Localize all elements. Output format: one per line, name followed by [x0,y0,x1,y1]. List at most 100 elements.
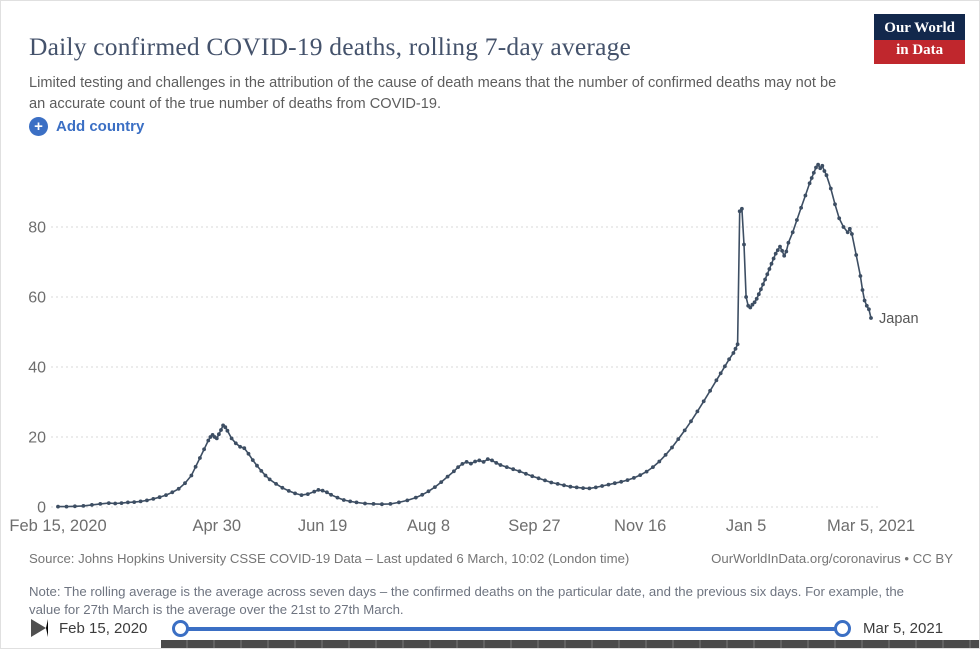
data-point [718,371,723,376]
add-country-label: Add country [56,118,145,135]
data-point [138,499,143,504]
data-point [151,497,156,501]
data-point [638,473,643,477]
note-text: Note: The rolling average is the average… [29,584,905,617]
timeline-slider-track[interactable] [180,627,842,631]
data-point [543,478,547,483]
x-tick-label: Jun 19 [298,517,348,535]
data-point [759,287,763,292]
source-link[interactable]: OurWorldInData.org/coronavirus • CC BY [711,551,953,566]
data-point [771,256,776,261]
data-point [132,500,137,504]
data-point [413,495,418,500]
data-point [752,300,757,305]
data-point [217,432,221,437]
line-chart[interactable]: 0 20 40 60 80 Feb 15, 2020 Apr 30 Jun 19 Aug 8 Se… [1,147,980,547]
x-tick-label: Nov 16 [614,517,666,535]
data-point [833,202,837,207]
data-point [464,460,469,464]
data-point [202,447,207,452]
data-point [625,478,630,482]
data-point [229,436,234,441]
data-point [225,428,230,433]
data-point [81,504,86,508]
data-point [426,489,431,494]
data-point [320,488,325,493]
data-point [445,474,450,479]
data-point [682,428,687,433]
data-point [574,485,579,490]
data-point [809,176,814,180]
x-tick-label: Apr 30 [192,517,241,535]
data-point [189,473,194,478]
data-point [170,490,175,495]
data-point [742,242,746,247]
data-point [814,165,818,170]
data-point [816,162,820,167]
data-point [485,457,490,461]
data-point [562,483,566,488]
data-point [176,486,181,491]
data-point [299,493,304,497]
data-point [676,437,681,441]
play-icon[interactable] [31,619,48,637]
data-point [363,501,367,506]
data-point [473,459,477,464]
data-point [371,502,376,506]
data-point [822,169,827,173]
data-point [733,346,738,351]
data-point [460,462,465,466]
data-point [737,209,742,214]
data-point [113,501,118,506]
data-point [850,232,854,236]
data-point [858,274,863,278]
data-point [824,173,829,178]
data-point [714,378,719,383]
data-point [847,226,852,231]
data-point [233,441,238,446]
data-point [536,476,541,481]
add-country-button[interactable]: + Add country [29,117,144,136]
data-point [864,303,869,308]
data-point [581,486,585,490]
data-point [799,205,803,210]
data-point [600,484,604,488]
data-point [854,253,859,257]
data-point [754,296,759,301]
plus-icon: + [29,117,48,136]
data-point [329,492,333,497]
data-point [388,502,393,506]
data-point [587,486,592,491]
data-point [354,500,359,505]
timeline-handle-start[interactable] [172,620,189,637]
data-point [316,488,321,492]
data-point [183,481,187,486]
data-point [490,458,494,463]
x-tick-label: Jan 5 [726,517,766,535]
timeline-controls: Feb 15, 2020 Mar 5, 2021 [1,609,979,648]
data-point [263,473,268,478]
data-point [193,464,198,469]
data-point [274,482,278,486]
owid-logo[interactable]: Our World in Data [874,14,965,64]
data-point [767,267,772,271]
data-point [56,504,60,509]
x-tick-label: Aug 8 [407,517,450,535]
data-point [803,193,808,198]
data-point [90,503,94,507]
data-point [612,481,617,486]
data-point [238,444,243,449]
data-point [223,425,228,430]
data-point [456,465,460,469]
data-point [740,206,744,211]
data-point [259,469,264,473]
data-point [255,463,259,468]
data-point [119,501,124,505]
data-point [727,357,731,362]
data-point [439,480,444,484]
data-point [778,244,782,249]
data-point [286,489,291,493]
data-point [828,186,833,191]
timeline-handle-end[interactable] [834,620,851,637]
